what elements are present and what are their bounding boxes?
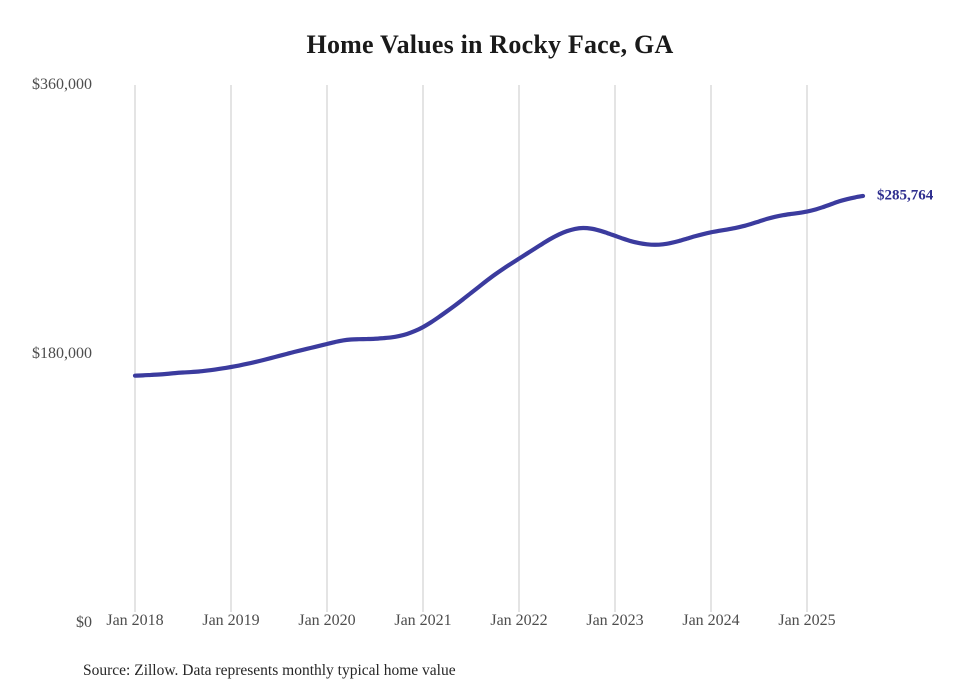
x-tick-label: Jan 2022 <box>490 612 548 629</box>
x-tick-label: Jan 2020 <box>298 612 356 629</box>
x-tick-label: Jan 2023 <box>586 612 644 629</box>
y-tick-label: $360,000 <box>32 76 92 93</box>
home-value-line <box>132 193 866 378</box>
chart-title: Home Values in Rocky Face, GA <box>306 30 674 59</box>
x-tick-label: Jan 2019 <box>202 612 260 629</box>
y-tick-label: $0 <box>76 614 92 631</box>
end-point-value-label: $285,764 <box>877 187 934 204</box>
x-tick-label: Jan 2024 <box>682 612 740 629</box>
x-tick-label: Jan 2018 <box>106 612 164 629</box>
y-tick-label: $180,000 <box>32 345 92 362</box>
x-tick-label: Jan 2025 <box>778 612 836 629</box>
x-tick-label: Jan 2021 <box>394 612 452 629</box>
gridlines-group <box>134 85 808 612</box>
source-note: Source: Zillow. Data represents monthly … <box>83 662 456 679</box>
